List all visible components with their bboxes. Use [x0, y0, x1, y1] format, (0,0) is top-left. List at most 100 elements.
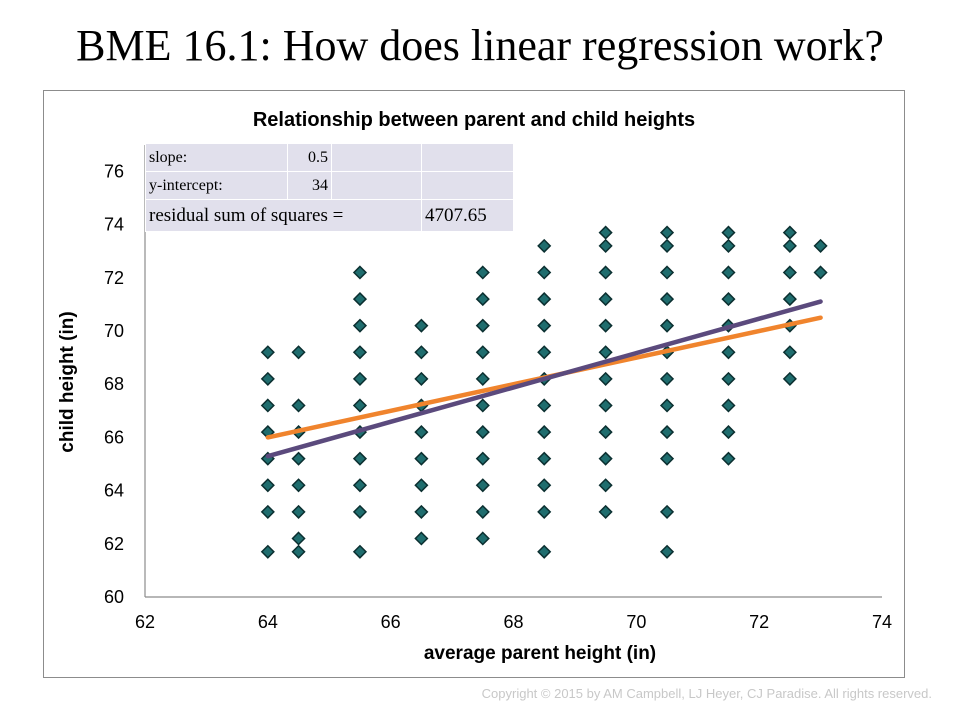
data-point — [598, 398, 613, 413]
data-point — [721, 238, 736, 253]
y-tick-label: 72 — [104, 268, 124, 288]
data-point — [659, 504, 675, 519]
data-point — [291, 478, 306, 493]
data-point — [352, 371, 368, 386]
data-point — [352, 345, 368, 360]
data-point — [782, 345, 797, 360]
x-tick-label: 68 — [503, 612, 523, 632]
data-point — [782, 225, 797, 240]
data-point — [659, 265, 675, 280]
data-point — [782, 265, 797, 280]
y-tick-label: 64 — [104, 481, 124, 501]
data-point — [721, 371, 736, 386]
data-point — [537, 544, 552, 559]
data-point — [291, 345, 306, 360]
slope-row: slope: 0.5 — [145, 143, 514, 172]
empty-cell — [331, 143, 422, 172]
data-point — [352, 318, 368, 333]
data-point — [598, 292, 613, 307]
data-point — [598, 265, 613, 280]
data-point — [782, 292, 797, 307]
regression-lines — [265, 299, 823, 459]
y-tick-labels: 60 62 64 66 68 70 72 74 76 — [104, 161, 124, 607]
y-tick-label: 74 — [104, 215, 124, 235]
data-point — [598, 504, 613, 519]
x-tick-label: 64 — [258, 612, 278, 632]
data-point — [291, 398, 306, 413]
data-point — [475, 371, 490, 386]
data-point — [291, 531, 306, 546]
y-tick-label: 62 — [104, 534, 124, 554]
data-point — [721, 225, 736, 240]
data-point — [352, 504, 368, 519]
data-point — [721, 292, 736, 307]
y-tick-label: 70 — [104, 321, 124, 341]
data-point — [813, 238, 828, 253]
rss-label: residual sum of squares = — [145, 199, 422, 232]
data-point — [659, 238, 675, 253]
data-point — [414, 531, 429, 546]
data-point — [291, 544, 306, 559]
intercept-row: y-intercept: 34 — [145, 171, 514, 200]
data-point — [721, 398, 736, 413]
data-point — [721, 265, 736, 280]
data-point — [260, 398, 275, 413]
data-point — [598, 478, 613, 493]
data-point — [659, 371, 675, 386]
slide-title: BME 16.1: How does linear regression wor… — [76, 21, 884, 70]
data-point — [414, 425, 429, 440]
data-point — [414, 318, 429, 333]
x-tick-labels: 62 64 66 68 70 72 74 — [135, 612, 892, 632]
data-point — [537, 292, 552, 307]
data-point — [537, 451, 552, 466]
data-point — [537, 345, 552, 360]
data-point — [260, 371, 275, 386]
empty-cell — [331, 171, 422, 200]
x-tick-label: 62 — [135, 612, 155, 632]
intercept-label: y-intercept: — [145, 171, 288, 200]
data-point — [414, 478, 429, 493]
data-points — [260, 225, 828, 559]
y-tick-label: 76 — [104, 161, 124, 181]
intercept-value: 34 — [287, 171, 332, 200]
data-point — [414, 504, 429, 519]
copyright-notice: Copyright © 2015 by AM Campbell, LJ Heye… — [481, 686, 932, 701]
y-tick-label: 66 — [104, 427, 124, 447]
data-point — [260, 478, 275, 493]
x-tick-label: 66 — [381, 612, 401, 632]
data-point — [598, 225, 613, 240]
data-point — [537, 318, 552, 333]
empty-cell — [421, 143, 514, 172]
chart-title: Relationship between parent and child he… — [253, 109, 695, 131]
data-point — [475, 345, 490, 360]
data-point — [260, 504, 275, 519]
data-point — [352, 265, 368, 280]
rss-value: 4707.65 — [421, 199, 514, 232]
data-point — [659, 544, 675, 559]
data-point — [475, 425, 490, 440]
x-axis-label: average parent height (in) — [424, 643, 656, 664]
empty-cell — [421, 171, 514, 200]
data-point — [260, 345, 275, 360]
data-point — [537, 504, 552, 519]
data-point — [291, 504, 306, 519]
data-point — [721, 425, 736, 440]
data-point — [475, 478, 490, 493]
data-point — [352, 451, 368, 466]
data-point — [598, 425, 613, 440]
x-tick-label: 70 — [626, 612, 646, 632]
data-point — [537, 425, 552, 440]
data-point — [721, 451, 736, 466]
x-tick-label: 72 — [749, 612, 769, 632]
data-point — [598, 318, 613, 333]
data-point — [598, 371, 613, 386]
data-point — [659, 425, 675, 440]
data-point — [475, 292, 490, 307]
data-point — [414, 451, 429, 466]
data-point — [260, 544, 275, 559]
data-point — [291, 451, 306, 466]
data-point — [721, 345, 736, 360]
data-point — [414, 345, 429, 360]
y-tick-label: 68 — [104, 374, 124, 394]
